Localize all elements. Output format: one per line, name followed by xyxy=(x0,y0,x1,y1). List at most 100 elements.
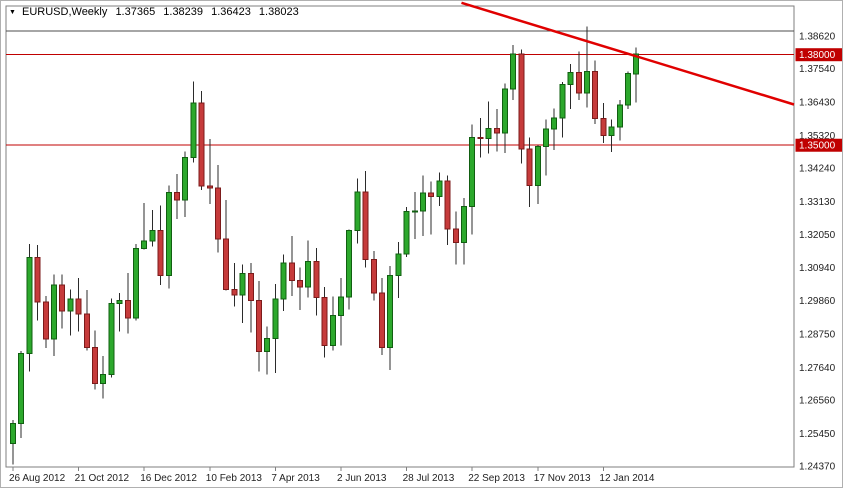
candle-body xyxy=(10,422,16,444)
candle xyxy=(534,145,541,205)
candle xyxy=(411,192,418,239)
candle xyxy=(10,419,16,465)
candle-body xyxy=(313,260,320,299)
candle xyxy=(485,101,492,154)
candle xyxy=(182,151,189,218)
candle-body xyxy=(239,272,246,296)
candle xyxy=(313,247,320,316)
symbol-timeframe-label: EURUSD,Weekly xyxy=(22,6,108,18)
candle-body xyxy=(477,137,484,140)
x-axis-label: 10 Feb 2013 xyxy=(206,473,263,484)
candle xyxy=(502,83,508,153)
candle-body xyxy=(108,303,115,375)
candle-body xyxy=(182,157,189,201)
candle-body xyxy=(42,301,49,340)
candle-body xyxy=(420,192,426,212)
candle-body xyxy=(34,256,41,303)
candle xyxy=(436,172,443,207)
candle xyxy=(608,119,615,153)
y-axis-label: 1.30940 xyxy=(799,263,836,274)
candle-body xyxy=(436,180,443,198)
candle-body xyxy=(165,192,172,276)
candle xyxy=(510,45,517,100)
candle-body xyxy=(59,284,66,312)
x-axis-label: 16 Dec 2012 xyxy=(140,473,197,484)
y-axis-label: 1.28750 xyxy=(799,329,836,340)
candle xyxy=(247,262,254,333)
chart-plot-area[interactable] xyxy=(5,5,795,468)
candle-body xyxy=(559,83,566,119)
candle-body xyxy=(124,299,131,319)
level-lines-layer xyxy=(6,30,794,146)
candle xyxy=(469,124,476,235)
ohlc-open-value: 1.37365 xyxy=(115,6,156,18)
candle xyxy=(477,118,484,158)
candle xyxy=(174,174,180,220)
y-axis-label: 1.36430 xyxy=(799,98,836,109)
candle xyxy=(157,205,164,285)
candle xyxy=(329,296,336,351)
candle-body xyxy=(534,146,541,186)
candle xyxy=(223,199,230,291)
candle-body xyxy=(592,70,599,120)
candle xyxy=(461,198,467,265)
x-axis-label: 12 Jan 2014 xyxy=(599,473,654,484)
candle-body xyxy=(370,258,377,294)
ohlc-close-value: 1.38023 xyxy=(258,6,299,18)
candle xyxy=(165,185,172,289)
candle xyxy=(280,254,287,312)
candle-body xyxy=(346,230,353,298)
candle xyxy=(379,278,385,355)
candle-body xyxy=(75,298,82,315)
candle xyxy=(92,330,98,390)
candle xyxy=(567,63,574,110)
candle-body xyxy=(190,102,197,159)
candle-body xyxy=(280,262,287,300)
time-scale[interactable] xyxy=(6,467,794,488)
x-axis-label: 21 Oct 2012 xyxy=(75,473,130,484)
candle-body xyxy=(83,313,90,348)
candle xyxy=(141,203,148,250)
candle-body xyxy=(297,279,303,288)
x-axis-label: 22 Sep 2013 xyxy=(468,473,525,484)
candle-body xyxy=(116,299,123,305)
x-axis-label: 26 Aug 2012 xyxy=(9,473,66,484)
y-axis-label: 1.27640 xyxy=(799,363,836,374)
candle-body xyxy=(502,88,508,134)
candle xyxy=(600,102,607,143)
candle xyxy=(116,293,123,332)
candle-body xyxy=(633,53,640,75)
price-scale[interactable] xyxy=(794,6,843,467)
y-axis-label: 1.26560 xyxy=(799,395,836,406)
candle-body xyxy=(321,297,328,347)
descending-trendline[interactable] xyxy=(461,1,795,106)
candle xyxy=(346,229,353,310)
candle-body xyxy=(215,187,221,240)
candle-body xyxy=(379,292,385,348)
candle-body xyxy=(338,296,344,316)
candle xyxy=(124,273,131,334)
price-level-badge xyxy=(795,48,842,62)
candle-body xyxy=(198,102,205,187)
candle xyxy=(321,287,328,358)
candle-body xyxy=(67,298,74,312)
y-axis-label: 1.37540 xyxy=(799,64,836,75)
candle-body xyxy=(584,70,590,94)
candle xyxy=(387,265,394,371)
candle xyxy=(559,81,566,138)
y-axis-label: 1.29860 xyxy=(799,296,836,307)
ohlc-high-value: 1.38239 xyxy=(163,6,204,18)
candle-body xyxy=(362,191,369,260)
candle xyxy=(297,267,303,310)
candle xyxy=(239,264,246,323)
candle-body xyxy=(133,247,139,319)
candle xyxy=(272,284,279,373)
candle-body xyxy=(518,53,525,150)
candle xyxy=(198,90,205,190)
candle xyxy=(51,274,57,356)
symbol-dropdown-icon[interactable]: ▼ xyxy=(9,9,16,16)
candle xyxy=(231,262,238,307)
candle-body xyxy=(493,128,500,134)
